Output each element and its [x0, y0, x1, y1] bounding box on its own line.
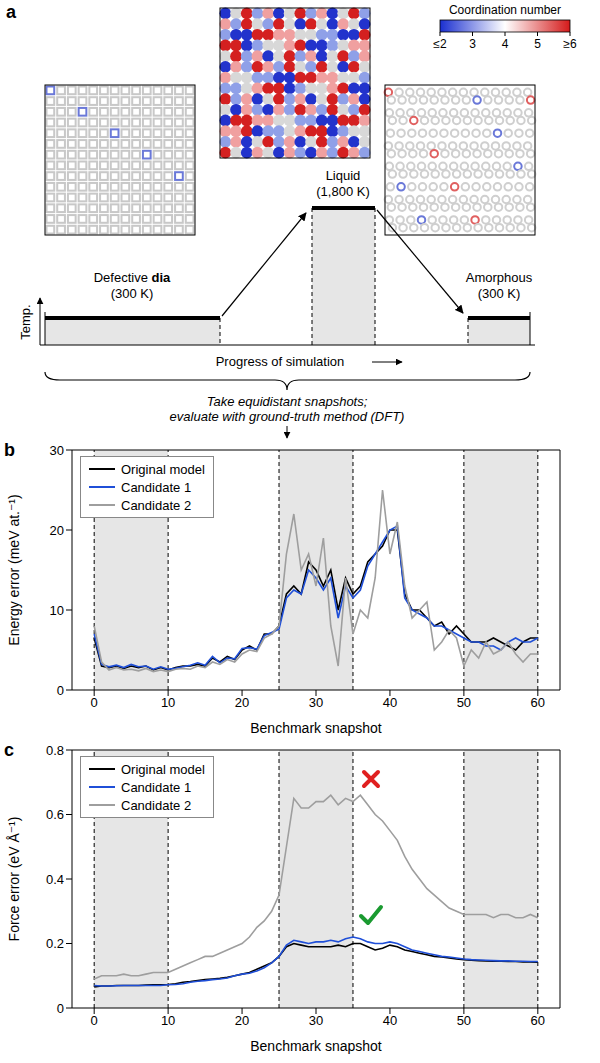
svg-text:5: 5 [534, 37, 541, 51]
svg-text:a: a [6, 2, 17, 22]
svg-text:(1,800 K): (1,800 K) [316, 184, 369, 199]
svg-text:20: 20 [235, 1013, 249, 1028]
svg-text:Energy error (meV at.⁻¹): Energy error (meV at.⁻¹) [6, 494, 22, 645]
svg-text:60: 60 [531, 695, 545, 710]
svg-text:Amorphous: Amorphous [466, 270, 533, 285]
svg-text:Benchmark snapshot: Benchmark snapshot [250, 720, 382, 736]
svg-text:20: 20 [235, 695, 249, 710]
svg-text:Coordination number: Coordination number [449, 3, 561, 17]
svg-text:Defective dia: Defective dia [94, 270, 171, 285]
html-text:Candidate 2: Candidate 2 [121, 497, 192, 513]
svg-text:10: 10 [161, 1013, 175, 1028]
svg-text:Liquid: Liquid [326, 168, 361, 183]
svg-text:30: 30 [309, 1013, 323, 1028]
svg-text:50: 50 [457, 695, 471, 710]
svg-text:≤2: ≤2 [433, 37, 447, 51]
svg-text:0: 0 [91, 1013, 98, 1028]
svg-text:0.2: 0.2 [46, 936, 64, 951]
svg-text:≥6: ≥6 [563, 37, 577, 51]
svg-text:0: 0 [57, 683, 64, 698]
svg-text:3: 3 [469, 37, 476, 51]
svg-text:Take equidistant snapshots;: Take equidistant snapshots; [207, 394, 368, 409]
svg-text:40: 40 [383, 1013, 397, 1028]
svg-text:0.8: 0.8 [46, 743, 64, 758]
svg-text:0.4: 0.4 [46, 872, 64, 887]
html-text:Candidate 2: Candidate 2 [121, 797, 192, 813]
svg-text:10: 10 [161, 695, 175, 710]
svg-text:60: 60 [531, 1013, 545, 1028]
svg-text:30: 30 [309, 695, 323, 710]
svg-text:0: 0 [57, 1001, 64, 1016]
html-text:Original model: Original model [121, 461, 205, 477]
svg-text:20: 20 [50, 523, 64, 538]
svg-text:Progress of simulation: Progress of simulation [216, 354, 345, 369]
html-text:Candidate 1: Candidate 1 [121, 479, 192, 495]
svg-text:0.6: 0.6 [46, 807, 64, 822]
svg-text:4: 4 [502, 37, 509, 51]
svg-text:30: 30 [50, 443, 64, 458]
svg-text:50: 50 [457, 1013, 471, 1028]
html-text:Original model: Original model [121, 761, 205, 777]
svg-text:0: 0 [91, 695, 98, 710]
svg-text:(300 K): (300 K) [111, 286, 154, 301]
html-text:b: b [4, 440, 15, 460]
svg-text:Temp.: Temp. [18, 304, 33, 339]
svg-text:(300 K): (300 K) [478, 286, 521, 301]
html-text:c: c [4, 740, 14, 760]
svg-text:Benchmark snapshot: Benchmark snapshot [250, 1038, 382, 1054]
svg-text:evaluate with ground-truth met: evaluate with ground-truth method (DFT) [170, 409, 405, 424]
svg-text:Force error (eV Å⁻¹): Force error (eV Å⁻¹) [6, 817, 22, 942]
svg-text:40: 40 [383, 695, 397, 710]
html-text:Candidate 1: Candidate 1 [121, 779, 192, 795]
svg-text:10: 10 [50, 603, 64, 618]
